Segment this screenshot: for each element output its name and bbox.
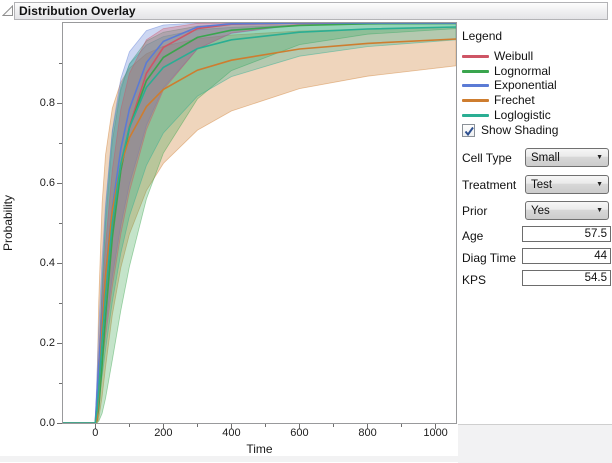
loglogistic-cdf-line (63, 26, 456, 423)
y-major-tick (57, 262, 62, 264)
age-label: Age (462, 229, 484, 243)
loglogistic-line-swatch-icon (462, 113, 489, 117)
lognormal-line-swatch-icon (462, 69, 489, 73)
y-minor-tick (59, 302, 62, 304)
y-minor-tick (59, 62, 62, 64)
x-axis-title: Time (246, 442, 273, 456)
y-major-tick (57, 102, 62, 104)
legend-item-exponential[interactable]: Exponential (462, 78, 557, 92)
y-tick-label: 0.4 (39, 257, 55, 269)
page-title: Distribution Overlay (19, 4, 136, 18)
y-tick-label: 0.2 (39, 337, 55, 349)
report-header-bar[interactable]: Distribution Overlay (14, 2, 608, 20)
y-minor-tick (59, 382, 62, 384)
x-major-tick (298, 424, 300, 429)
legend-title: Legend (462, 29, 503, 43)
x-minor-tick (333, 424, 334, 427)
cell-type-label: Cell Type (462, 151, 512, 165)
y-minor-tick (59, 142, 62, 144)
loglogistic-confidence-band (63, 23, 456, 423)
cdf-curves-canvas (63, 23, 456, 423)
diag-time-label: Diag Time (462, 251, 517, 265)
y-major-tick (57, 342, 62, 344)
x-tick-label: 800 (358, 427, 377, 439)
y-tick-label: 0.0 (39, 417, 55, 429)
legend-item-weibull[interactable]: Weibull (462, 49, 533, 63)
legend-item-label: Exponential (494, 78, 557, 92)
weibull-confidence-band (63, 23, 456, 423)
legend-item-loglogistic[interactable]: Loglogistic (462, 108, 551, 122)
y-minor-tick (59, 222, 62, 224)
y-tick-label: 0.6 (39, 177, 55, 189)
legend-item-label: Frechet (494, 93, 535, 107)
exponential-cdf-line (63, 23, 456, 423)
exponential-line-swatch-icon (462, 83, 489, 87)
frechet-line-swatch-icon (462, 98, 489, 102)
legend-item-label: Loglogistic (494, 108, 551, 122)
x-minor-tick (401, 424, 403, 427)
chevron-down-icon: ▼ (596, 154, 603, 161)
cell-type-dropdown[interactable]: Small ▼ (525, 148, 609, 167)
legend-item-frechet[interactable]: Frechet (462, 93, 535, 107)
y-major-tick (57, 182, 62, 184)
x-minor-tick (196, 424, 198, 427)
x-major-tick (162, 424, 164, 429)
x-major-tick (367, 424, 369, 429)
legend-item-label: Lognormal (494, 64, 551, 78)
diag-time-field[interactable] (522, 248, 611, 264)
y-axis-title: Probability (1, 194, 15, 252)
x-tick-label: 1000 (423, 427, 448, 439)
x-tick-label: 200 (154, 427, 173, 439)
x-tick-label: 400 (222, 427, 241, 439)
y-major-tick (57, 422, 62, 424)
kps-label: KPS (462, 273, 487, 287)
weibull-line-swatch-icon (462, 54, 489, 58)
window-background-bottom (0, 456, 612, 462)
treatment-label: Treatment (462, 178, 517, 192)
probability-plot[interactable] (62, 22, 457, 424)
age-field[interactable] (522, 226, 611, 242)
y-tick-label: 0.8 (39, 97, 55, 109)
lognormal-confidence-band (63, 23, 456, 423)
cell-type-value: Small (531, 151, 560, 164)
prior-label: Prior (462, 204, 488, 218)
show-shading-row: Show Shading (462, 123, 558, 137)
chevron-down-icon: ▼ (596, 207, 603, 214)
frechet-confidence-band (63, 26, 456, 423)
show-shading-checkbox[interactable] (462, 123, 475, 137)
prior-value: Yes (531, 204, 550, 217)
x-major-tick (94, 424, 96, 429)
checkmark-icon (464, 126, 474, 136)
treatment-dropdown[interactable]: Test ▼ (525, 175, 609, 194)
x-major-tick (435, 424, 437, 429)
x-tick-label: 600 (290, 427, 309, 439)
legend-item-lognormal[interactable]: Lognormal (462, 64, 551, 78)
legend-item-label: Weibull (494, 49, 534, 63)
x-tick-label: 0 (92, 427, 99, 439)
disclosure-triangle-icon[interactable] (1, 4, 14, 16)
treatment-value: Test (531, 178, 553, 191)
kps-field[interactable] (522, 270, 611, 286)
x-minor-tick (128, 424, 130, 427)
x-major-tick (230, 424, 232, 429)
x-minor-tick (264, 424, 266, 427)
chevron-down-icon: ▼ (596, 181, 603, 188)
prior-dropdown[interactable]: Yes ▼ (525, 201, 609, 220)
show-shading-label: Show Shading (481, 123, 559, 137)
